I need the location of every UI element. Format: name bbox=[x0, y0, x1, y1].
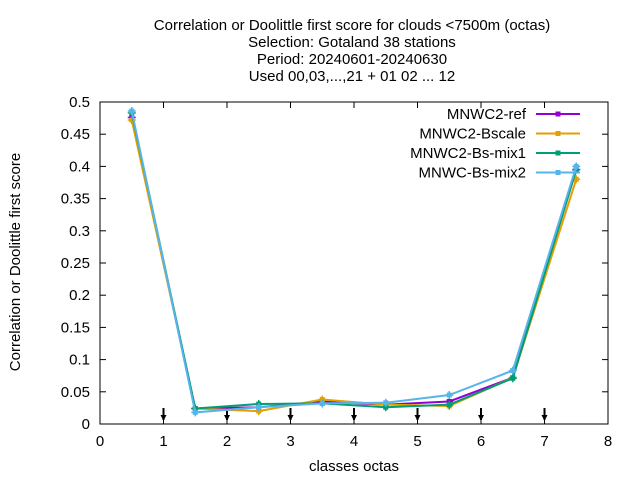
marker-arrowhead bbox=[160, 415, 167, 421]
class-boundary-marker bbox=[351, 408, 357, 421]
marker-arrowhead bbox=[224, 415, 230, 421]
data-point bbox=[508, 366, 517, 375]
y-tick-label: 0.1 bbox=[69, 352, 90, 369]
legend-marker bbox=[555, 131, 561, 136]
legend-marker bbox=[555, 150, 561, 156]
data-point bbox=[572, 162, 581, 171]
plot-frame bbox=[99, 101, 609, 425]
marker-arrowhead bbox=[414, 415, 421, 421]
legend-item: MNWC-Bs-mix2 bbox=[419, 165, 580, 182]
class-boundary-marker bbox=[160, 408, 167, 421]
class-boundary-marker bbox=[478, 408, 484, 421]
title-line: Correlation or Doolittle first score for… bbox=[154, 17, 550, 34]
title-line: Selection: Gotaland 38 stations bbox=[248, 34, 456, 51]
legend-item: MNWC2-ref bbox=[447, 106, 580, 123]
legend-item: MNWC2-Bs-mix1 bbox=[410, 145, 580, 162]
x-tick-label: 8 bbox=[604, 433, 612, 450]
data-point bbox=[127, 107, 136, 116]
legend-label: MNWC2-ref bbox=[447, 106, 527, 123]
series-line bbox=[130, 110, 578, 414]
y-tick-label: 0.4 bbox=[69, 158, 90, 175]
y-tick-label: 0.45 bbox=[61, 126, 90, 143]
class-boundary-marker bbox=[414, 408, 421, 421]
class-markers bbox=[160, 408, 548, 421]
y-axis: 0 0.05 0.1 0.15 0.2 0.25 0.3 0.35 0.4 0.45 0.5 bbox=[61, 94, 608, 433]
chart-title: Correlation or Doolittle first score for… bbox=[154, 17, 550, 85]
data-point bbox=[318, 399, 327, 408]
x-tick-label: 3 bbox=[286, 433, 294, 450]
data-point bbox=[254, 403, 263, 412]
data-point bbox=[445, 400, 454, 409]
data-point bbox=[508, 374, 517, 383]
y-tick-label: 0.35 bbox=[61, 191, 90, 208]
title-line: Used 00,03,...,21 + 01 02 ... 12 bbox=[249, 68, 455, 85]
data-point bbox=[381, 398, 390, 407]
y-tick-label: 0.25 bbox=[61, 255, 90, 272]
marker-arrowhead bbox=[351, 415, 357, 421]
legend-marker bbox=[555, 111, 561, 117]
x-tick-label: 7 bbox=[540, 433, 548, 450]
class-boundary-marker bbox=[287, 408, 294, 421]
x-tick-label: 6 bbox=[477, 433, 485, 450]
y-tick-label: 0.15 bbox=[61, 319, 90, 336]
data-point bbox=[191, 408, 200, 417]
marker-arrowhead bbox=[541, 415, 548, 421]
marker-arrowhead bbox=[287, 415, 294, 421]
legend-label: MNWC2-Bscale bbox=[419, 126, 526, 143]
class-boundary-marker bbox=[541, 408, 548, 421]
x-tick-label: 4 bbox=[350, 433, 358, 450]
x-tick-label: 1 bbox=[159, 433, 167, 450]
series-layer bbox=[127, 107, 581, 417]
y-tick-label: 0.5 bbox=[69, 94, 90, 111]
x-tick-label: 0 bbox=[96, 433, 104, 450]
y-tick-label: 0.05 bbox=[61, 384, 90, 401]
x-tick-label: 2 bbox=[223, 433, 231, 450]
series-mnwc-bs-mix2 bbox=[127, 107, 581, 417]
legend-label: MNWC-Bs-mix2 bbox=[419, 165, 526, 182]
x-axis: 0 1 2 3 4 5 6 7 8 bbox=[96, 102, 612, 450]
y-axis-label: Correlation or Doolittle first score bbox=[7, 153, 24, 371]
y-tick-label: 0 bbox=[82, 416, 90, 433]
legend-item: MNWC2-Bscale bbox=[419, 126, 580, 143]
legend-label: MNWC2-Bs-mix1 bbox=[410, 145, 526, 162]
y-tick-label: 0.2 bbox=[69, 287, 90, 304]
x-tick-label: 5 bbox=[413, 433, 421, 450]
title-line: Period: 20240601-20240630 bbox=[257, 51, 447, 68]
marker-arrowhead bbox=[478, 415, 484, 421]
legend: MNWC2-ref MNWC2-Bscale MNWC2-Bs-mix1 MNWC-B… bbox=[410, 106, 580, 182]
legend-marker bbox=[555, 170, 561, 175]
y-tick-label: 0.3 bbox=[69, 223, 90, 240]
x-axis-label: classes octas bbox=[309, 458, 399, 475]
data-point bbox=[445, 391, 454, 400]
series-line bbox=[130, 112, 578, 410]
plot-border bbox=[99, 101, 609, 425]
